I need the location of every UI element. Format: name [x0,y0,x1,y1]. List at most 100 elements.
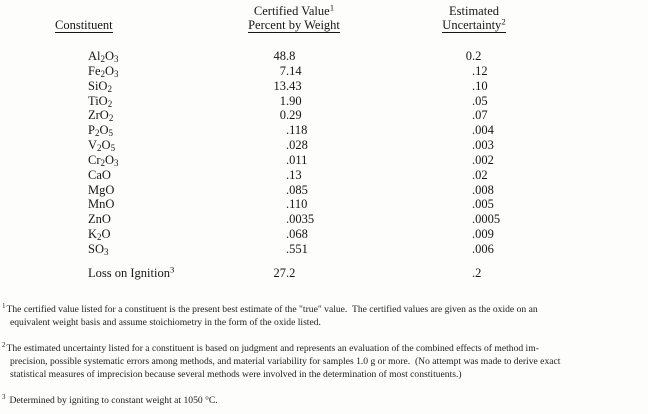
table-row: SiO2 13.43 .10 [0,79,648,94]
uncertainty-cell-frac: .0005 [472,212,501,227]
constituent-cell: P2O5 [88,123,113,139]
loss-value-frac: .2 [286,265,296,280]
table-row: Al2O3 48.8 0.2 [0,49,648,64]
table-row: MnO .110 .005 [0,197,648,212]
certified-value-cell: 1.90 [185,94,403,109]
uncertainty-cell-int [403,153,472,168]
footnote-1: 1The certified value listed for a consti… [0,301,648,329]
table-row: Fe2O3 7.14 .12 [0,64,648,79]
uncertainty-cell-frac: .002 [472,152,494,167]
constituent-cell: SiO2 [88,78,112,94]
constituent-cell: ZnO [88,212,111,227]
uncertainty-cell-int [403,138,472,153]
table-row: CaO .13 .02 [0,168,648,183]
uncertainty-header-cell: Estimated Uncertainty2 [403,4,545,33]
certified-value-cell-int [185,242,286,257]
certified-value-cell-frac: .13 [286,167,302,182]
constituent-cell: MnO [88,197,115,212]
uncertainty-cell: .07 [403,108,545,123]
certified-value-cell: .011 [185,153,403,168]
footnote-3: 3 Determined by igniting to constant weig… [0,392,648,407]
loss-on-ignition-row: Loss on Ignition3 27.2 .2 [0,264,648,281]
table-row: TiO2 1.90 .05 [0,94,648,109]
certified-value-cell-frac: .8 [286,49,296,63]
loss-uncertainty-frac: .2 [472,265,482,280]
table-row: MgO .085 .008 [0,183,648,198]
certified-value-cell: .118 [185,123,403,138]
table-row: SO3 .551 .006 [0,242,648,257]
uncertainty-cell-int [403,79,472,94]
uncertainty-cell: .05 [403,94,545,109]
uncertainty-header-line1: Estimated [449,4,499,18]
certified-value-header-cell: Certified Value1 Percent by Weight [185,2,403,33]
uncertainty-cell-frac: .10 [472,78,488,93]
constituent-header-label: Constituent [55,18,113,33]
certified-value-cell-int [185,138,286,153]
table-row: K2O .068 .009 [0,227,648,242]
uncertainty-cell-int [403,242,472,257]
uncertainty-cell: .004 [403,123,545,138]
uncertainty-cell-int [403,94,472,109]
footnotes-section: 1The certified value listed for a consti… [0,301,648,407]
loss-value-int: 27 [273,265,287,280]
footnote-3-line: 3 Determined by igniting to constant weig… [2,392,218,406]
footnote-marker: 1 [2,301,6,310]
certified-value-cell-int: 7 [279,63,286,78]
footnote-2-line: 2The estimated uncertainty listed for a … [2,340,539,354]
table-row: ZnO .0035 .0005 [0,212,648,227]
constituent-cell: MgO [88,182,115,197]
uncertainty-cell-frac: .009 [472,227,494,242]
footnote-2-line: statistical measures of imprecision beca… [10,368,462,380]
table-row: P2O5 .118 .004 [0,123,648,138]
certified-value-header-line2: Percent by Weight [248,18,340,33]
certified-value-cell-frac: .118 [286,123,308,138]
certified-value-cell-int [185,197,286,212]
certified-value-header-line1: Certified Value1 [253,2,335,18]
certified-value-cell-frac: .14 [286,63,302,78]
certified-value-cell: 7.14 [185,64,403,79]
certified-value-cell-frac: .085 [286,182,308,197]
uncertainty-cell-frac: .02 [472,167,488,182]
uncertainty-cell-frac: .008 [472,182,494,197]
loss-uncertainty-int [403,266,472,281]
certified-value-cell-int: 1 [279,93,286,108]
certified-value-cell-int [185,212,286,227]
uncertainty-cell-int [403,108,472,123]
uncertainty-cell-int [403,183,472,198]
constituent-cell: V2O5 [88,138,116,153]
certified-value-cell-int: 48 [273,49,287,63]
uncertainty-cell-frac: .003 [472,138,494,153]
certified-value-cell-int: 0 [279,108,286,123]
certified-value-footnote-marker: 1 [329,2,335,13]
certified-value-cell: .551 [185,242,403,257]
footnote-1-line: equivalent weight basis and assume stoic… [10,316,321,328]
table-body: Al2O3 48.8 0.2 Fe2O3 7.14.12 SiO2 13.43.10 TiO2… [0,49,648,257]
uncertainty-cell-frac: .12 [472,63,488,78]
constituent-cell: Al2O3 [88,49,119,64]
certified-value-cell: 0.29 [185,108,403,123]
uncertainty-cell-frac: .004 [472,123,494,138]
certified-value-cell-frac: .028 [286,138,308,153]
uncertainty-cell: .02 [403,168,545,183]
certified-value-cell: .028 [185,138,403,153]
uncertainty-cell-frac: .07 [472,108,488,123]
uncertainty-cell-int [403,123,472,138]
uncertainty-cell: .003 [403,138,545,153]
uncertainty-cell: .008 [403,183,545,198]
certified-value-cell-int [185,183,286,198]
constituent-cell: TiO2 [88,93,113,109]
footnote-marker: 2 [2,340,6,349]
constituent-cell: K2O [88,227,111,242]
uncertainty-footnote-marker: 2 [501,16,506,27]
certified-value-cell: .085 [185,183,403,198]
certified-value-cell-frac: .90 [286,93,302,108]
uncertainty-cell: .12 [403,64,545,79]
table-header-row: Constituent Certified Value1 Percent by … [0,2,648,33]
certified-value-cell: .110 [185,197,403,212]
certified-value-cell-frac: .29 [286,108,302,123]
certified-value-cell: 48.8 [185,49,403,64]
loss-on-ignition-label-cell: Loss on Ignition3 [88,264,175,280]
certified-value-cell-int [185,123,286,138]
loss-uncertainty-cell: .2 [403,266,545,281]
